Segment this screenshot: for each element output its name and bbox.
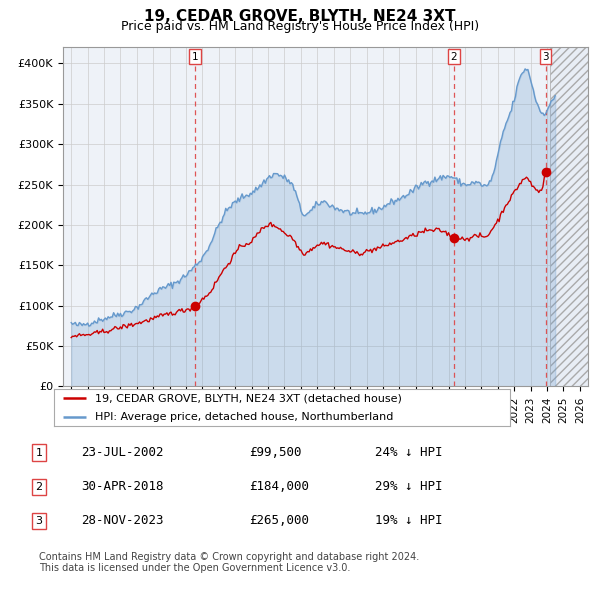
Text: 30-APR-2018: 30-APR-2018	[81, 480, 163, 493]
Text: £99,500: £99,500	[249, 446, 302, 459]
Text: £265,000: £265,000	[249, 514, 309, 527]
Text: £184,000: £184,000	[249, 480, 309, 493]
Bar	[550, 47, 588, 386]
Text: 1: 1	[192, 52, 199, 62]
Text: 3: 3	[35, 516, 43, 526]
Text: 19% ↓ HPI: 19% ↓ HPI	[375, 514, 443, 527]
Text: 28-NOV-2023: 28-NOV-2023	[81, 514, 163, 527]
Text: 2: 2	[35, 482, 43, 491]
Text: 19, CEDAR GROVE, BLYTH, NE24 3XT (detached house): 19, CEDAR GROVE, BLYTH, NE24 3XT (detach…	[95, 393, 402, 403]
Text: Price paid vs. HM Land Registry's House Price Index (HPI): Price paid vs. HM Land Registry's House …	[121, 20, 479, 33]
Text: HPI: Average price, detached house, Northumberland: HPI: Average price, detached house, Nort…	[95, 412, 394, 422]
Text: Contains HM Land Registry data © Crown copyright and database right 2024.: Contains HM Land Registry data © Crown c…	[39, 552, 419, 562]
Text: This data is licensed under the Open Government Licence v3.0.: This data is licensed under the Open Gov…	[39, 563, 350, 573]
Text: 19, CEDAR GROVE, BLYTH, NE24 3XT: 19, CEDAR GROVE, BLYTH, NE24 3XT	[144, 9, 456, 24]
Text: 3: 3	[542, 52, 549, 62]
Text: 23-JUL-2002: 23-JUL-2002	[81, 446, 163, 459]
Text: 29% ↓ HPI: 29% ↓ HPI	[375, 480, 443, 493]
Text: 2: 2	[451, 52, 457, 62]
Text: 24% ↓ HPI: 24% ↓ HPI	[375, 446, 443, 459]
Text: 1: 1	[35, 448, 43, 457]
